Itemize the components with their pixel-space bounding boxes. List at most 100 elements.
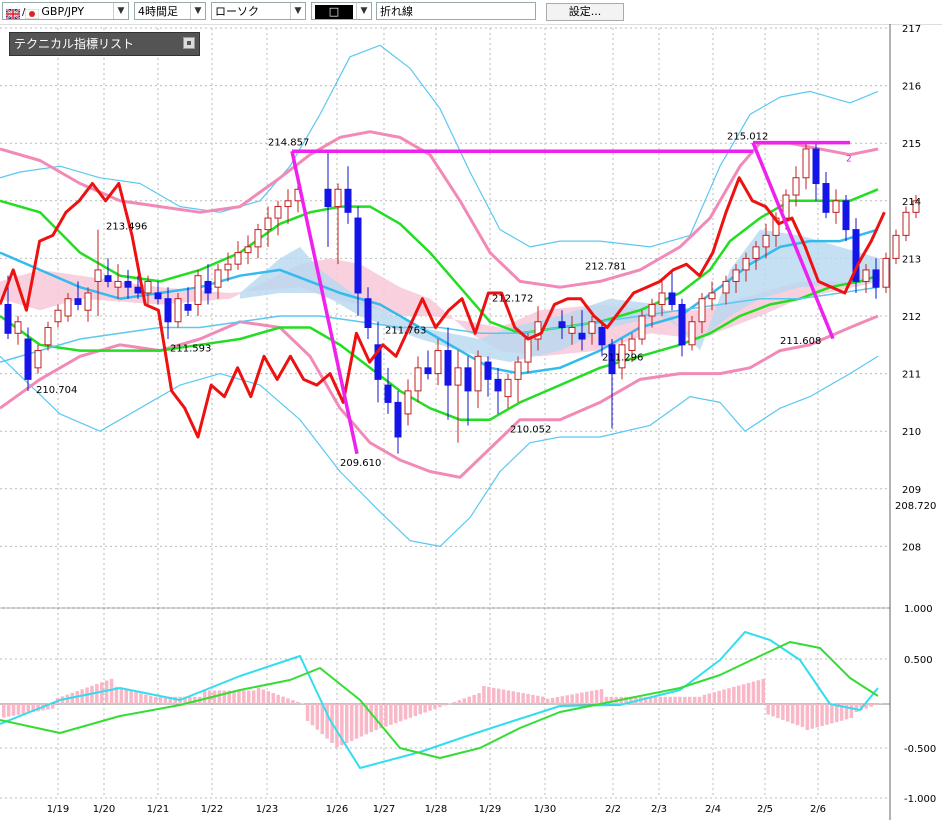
macd-histogram-bar (761, 678, 765, 704)
current-price-label: 208.720 (895, 501, 936, 512)
macd-histogram-bar (163, 696, 168, 704)
price-annotation: 209.610 (340, 458, 381, 469)
candle-bullish (698, 298, 706, 323)
drawing-tool-label: 折れ線 (380, 5, 413, 18)
candle-bearish (184, 303, 192, 311)
macd-histogram-bar (692, 696, 697, 704)
macd-histogram-bar (756, 680, 761, 704)
macd-histogram-bar (6, 704, 11, 717)
currency-pair-label: GBP/JPY (41, 5, 85, 18)
candle-bullish (334, 188, 342, 208)
macd-histogram-bar (511, 691, 516, 704)
macd-histogram-bar (663, 696, 667, 704)
settings-button[interactable]: 設定... (546, 3, 624, 21)
technical-indicator-list-panel[interactable]: テクニカル指標リスト (9, 32, 200, 56)
chevron-down-icon[interactable]: ▼ (113, 3, 128, 19)
chart-style-select[interactable]: ローソク ▼ (211, 2, 306, 20)
candle-bullish (782, 194, 790, 219)
candle-bullish (474, 355, 482, 392)
macd-histogram-bar (487, 686, 491, 704)
macd-histogram-bar (570, 694, 574, 704)
date-axis-label: 1/26 (326, 804, 348, 815)
toolbar: / GBP/JPY ▼ 4時間足 ▼ ローソク ▼ □ ▼ 折れ線 設定... (0, 0, 942, 25)
color-select[interactable]: □ ▼ (311, 2, 372, 20)
macd-histogram-bar (776, 704, 780, 719)
macd-histogram-bar (217, 690, 222, 704)
candle-bearish (384, 384, 392, 403)
macd-histogram-bar (36, 704, 40, 712)
macd-histogram-bar (232, 690, 236, 704)
macd-histogram-bar (247, 690, 251, 704)
macd-line (0, 631, 879, 769)
chevron-down-icon[interactable]: ▼ (356, 3, 371, 19)
drawing-tool-field[interactable]: 折れ線 (376, 2, 536, 20)
oscillator-axis-label: -1.000 (904, 794, 936, 805)
price-axis-label: 216 (902, 82, 921, 93)
candle-bullish (404, 390, 412, 415)
macd-histogram-bar (2, 704, 6, 718)
macd-histogram-bar (629, 696, 633, 704)
candle-bullish (234, 252, 242, 265)
macd-histogram-bar (408, 704, 413, 718)
macd-histogram-bar (712, 692, 716, 704)
timeframe-select[interactable]: 4時間足 ▼ (134, 2, 206, 20)
panel-toggle-icon[interactable] (183, 37, 195, 49)
current-price-box (893, 497, 942, 511)
macd-histogram-bar (403, 704, 408, 720)
price-axis-label: 213 (902, 254, 921, 265)
macd-histogram-bar (320, 704, 324, 735)
candle-bullish (524, 338, 532, 363)
chevron-down-icon[interactable]: ▼ (190, 3, 205, 19)
candle-bullish (638, 315, 646, 340)
currency-pair-select[interactable]: / GBP/JPY ▼ (2, 2, 129, 20)
candle-bullish (274, 206, 282, 219)
macd-histogram-bar (702, 694, 707, 704)
candle-bearish (74, 298, 82, 305)
candle-bullish (514, 361, 522, 380)
candle-bullish (34, 350, 42, 369)
macd-histogram-bar (276, 694, 280, 704)
macd-histogram-bar (340, 704, 344, 746)
date-axis-label: 1/20 (93, 804, 115, 815)
macd-histogram-bar (168, 696, 173, 704)
macd-histogram-bar (707, 693, 712, 704)
candle-bearish (354, 217, 362, 294)
candle-bullish (434, 350, 442, 375)
macd-histogram-bar (482, 686, 486, 704)
price-annotation: 214.857 (268, 138, 309, 149)
macd-histogram-bar (251, 690, 256, 704)
date-axis-label: 1/29 (479, 804, 501, 815)
macd-histogram-bar (379, 704, 383, 729)
macd-histogram-bar (144, 694, 148, 704)
macd-histogram-bar (188, 696, 192, 704)
price-axis-label: 215 (902, 139, 921, 150)
macd-histogram-bar (183, 696, 187, 704)
macd-histogram-bar (149, 695, 153, 704)
candle-bullish (14, 321, 22, 334)
candle-bullish (454, 367, 462, 386)
macd-histogram-bar (516, 692, 520, 704)
macd-histogram-bar (114, 686, 119, 704)
macd-histogram-bar (658, 696, 663, 704)
macd-histogram-bar (830, 704, 834, 724)
macd-histogram-bar (594, 689, 599, 704)
macd-histogram-bar (462, 698, 467, 704)
candle-bullish (504, 378, 512, 398)
macd-histogram-bar (261, 689, 266, 704)
macd-histogram-bar (80, 689, 84, 704)
macd-histogram-bar (300, 703, 305, 705)
candle-bullish (284, 200, 292, 208)
macd-histogram-bar (501, 689, 506, 704)
price-axis-label: 212 (902, 312, 921, 323)
price-chart[interactable]: 2 214.857 213.496 211.593 210.704 209.610 211.… (0, 24, 942, 820)
macd-histogram-bar (100, 682, 104, 704)
macd-histogram-bar (541, 696, 545, 704)
macd-histogram-bar (683, 696, 687, 704)
macd-histogram-bar (296, 701, 300, 704)
macd-histogram-bar (16, 704, 21, 715)
macd-histogram-bar (477, 693, 481, 704)
chevron-down-icon[interactable]: ▼ (290, 3, 305, 19)
macd-histogram-bar (428, 704, 432, 711)
macd-histogram-bar (413, 704, 418, 717)
macd-histogram-bar (291, 700, 295, 704)
